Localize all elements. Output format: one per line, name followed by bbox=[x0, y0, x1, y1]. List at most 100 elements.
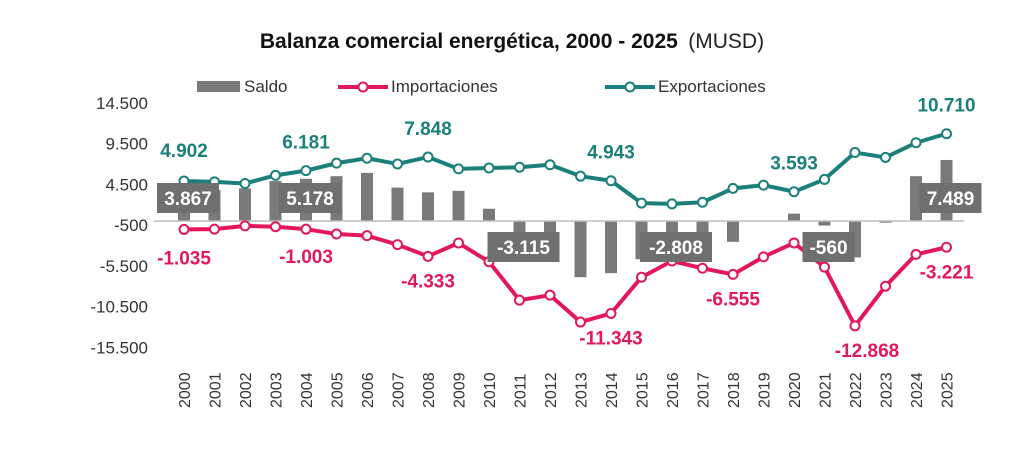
saldo-label-box bbox=[279, 183, 341, 213]
importaciones-point bbox=[392, 239, 403, 251]
exportaciones-point bbox=[331, 157, 342, 169]
saldo-label-box bbox=[802, 232, 855, 262]
x-tick-label: 2005 bbox=[330, 372, 347, 408]
saldo-bar bbox=[361, 172, 373, 221]
exportaciones-data-label: 10.710 bbox=[917, 96, 975, 117]
x-tick-label: 2014 bbox=[604, 372, 621, 408]
saldo-label-box bbox=[919, 183, 982, 213]
importaciones-data-label: -1.003 bbox=[279, 247, 333, 268]
saldo-bar bbox=[727, 221, 739, 242]
importaciones-data-label: -11.343 bbox=[579, 328, 642, 349]
legend-saldo-swatch bbox=[197, 81, 240, 92]
importaciones-point bbox=[727, 268, 739, 280]
x-tick-label: 2015 bbox=[635, 372, 652, 408]
importaciones-point bbox=[300, 223, 312, 235]
x-tick-label: 2019 bbox=[757, 372, 774, 408]
exportaciones-data-label: 4.943 bbox=[587, 143, 635, 164]
legend-exportaciones-marker bbox=[624, 81, 636, 93]
legend-importaciones-marker bbox=[357, 81, 369, 93]
exportaciones-point bbox=[300, 165, 312, 177]
importaciones-point bbox=[788, 237, 800, 249]
exportaciones-point bbox=[788, 186, 800, 198]
exportaciones-point bbox=[270, 169, 281, 181]
saldo-label-box bbox=[487, 232, 560, 262]
importaciones-data-label: -12.868 bbox=[835, 341, 899, 362]
importaciones-point bbox=[605, 307, 617, 319]
saldo-bar bbox=[422, 192, 434, 221]
y-axis: 14.500 9.500 4.500 -500 -5.500 -10.500 -15.500 bbox=[90, 94, 148, 358]
y-tick-label: -15.500 bbox=[90, 338, 148, 357]
y-tick-label: 14.500 bbox=[96, 94, 148, 113]
x-tick-label: 2000 bbox=[177, 372, 194, 408]
exportaciones-point bbox=[239, 178, 251, 190]
legend-importaciones-label: Importaciones bbox=[391, 77, 498, 96]
legend-saldo-label: Saldo bbox=[244, 77, 287, 96]
saldo-label-box bbox=[157, 183, 219, 213]
chart-title: Balanza comercial energética, 2000 - 202… bbox=[260, 30, 764, 53]
importaciones-point bbox=[697, 262, 708, 274]
saldo-bar bbox=[605, 221, 617, 274]
exportaciones-point bbox=[758, 179, 769, 191]
exportaciones-point bbox=[666, 198, 678, 210]
importaciones-point bbox=[575, 316, 586, 328]
x-tick-label: 2002 bbox=[238, 372, 255, 408]
saldo-bar bbox=[574, 221, 587, 278]
exportaciones-point bbox=[392, 158, 403, 170]
saldo-label: -2.808 bbox=[649, 238, 703, 259]
exportaciones-data-label: 6.181 bbox=[282, 133, 330, 154]
exportaciones-data-label: 7.848 bbox=[404, 119, 452, 140]
saldo-label-box bbox=[640, 232, 712, 262]
exportaciones-point bbox=[727, 182, 739, 194]
saldo-bar bbox=[910, 176, 922, 221]
x-tick-label: 2025 bbox=[940, 372, 957, 408]
exportaciones-point bbox=[910, 137, 922, 149]
x-tick-label: 2018 bbox=[726, 372, 743, 408]
saldo-bar bbox=[788, 213, 800, 221]
chart-title-unit: (MUSD) bbox=[688, 30, 764, 53]
exportaciones-point bbox=[819, 173, 830, 185]
saldo-bar bbox=[391, 187, 404, 221]
exportaciones-point bbox=[544, 159, 556, 171]
exportaciones-data-label: 3.593 bbox=[770, 154, 818, 175]
exportaciones-point bbox=[605, 175, 617, 187]
importaciones-point bbox=[422, 250, 434, 262]
importaciones-point bbox=[178, 223, 190, 235]
x-tick-label: 2001 bbox=[208, 372, 225, 408]
x-tick-label: 2013 bbox=[574, 372, 591, 408]
exportaciones-point bbox=[941, 128, 952, 140]
importaciones-data-label: -6.555 bbox=[706, 289, 760, 310]
importaciones-point bbox=[880, 280, 891, 292]
importaciones-data-label: -4.333 bbox=[401, 271, 455, 292]
importaciones-data-label: -3.221 bbox=[920, 262, 974, 283]
importaciones-point bbox=[331, 228, 342, 240]
exportaciones-point bbox=[880, 151, 891, 163]
x-tick-label: 2011 bbox=[513, 373, 530, 408]
exportaciones-point bbox=[514, 161, 525, 173]
legend: Saldo Importaciones Exportaciones bbox=[197, 77, 766, 96]
x-tick-label: 2012 bbox=[543, 372, 560, 408]
x-tick-label: 2008 bbox=[421, 372, 438, 408]
saldo-bar bbox=[879, 221, 892, 223]
exportaciones-point bbox=[636, 197, 647, 209]
saldo-label: -3.115 bbox=[497, 238, 550, 259]
legend-exportaciones-label: Exportaciones bbox=[658, 77, 766, 96]
exportaciones-point bbox=[361, 152, 373, 164]
importaciones-point bbox=[758, 251, 769, 263]
x-tick-label: 2017 bbox=[696, 372, 713, 408]
x-tick-label: 2023 bbox=[879, 372, 896, 408]
saldo-bar bbox=[239, 188, 251, 221]
exportaciones-point bbox=[453, 163, 464, 175]
x-tick-label: 2009 bbox=[452, 372, 469, 408]
importaciones-point bbox=[849, 320, 861, 332]
y-tick-label: -10.500 bbox=[90, 298, 148, 317]
y-tick-label: 9.500 bbox=[105, 135, 148, 154]
x-tick-label: 2022 bbox=[848, 372, 865, 408]
x-tick-label: 2007 bbox=[391, 372, 408, 408]
importaciones-point bbox=[209, 223, 220, 235]
importaciones-point bbox=[361, 230, 373, 242]
exportaciones-point bbox=[697, 196, 708, 208]
exportaciones-point bbox=[849, 147, 861, 159]
importaciones-point bbox=[910, 248, 922, 260]
importaciones-point bbox=[819, 261, 830, 273]
